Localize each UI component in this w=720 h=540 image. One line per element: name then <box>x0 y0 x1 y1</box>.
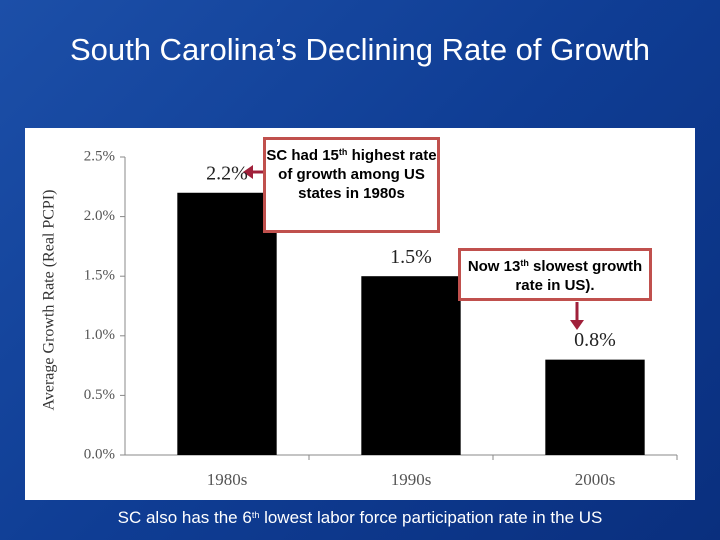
bar <box>545 359 645 455</box>
y-tick-label: 2.0% <box>84 208 115 224</box>
text: SC also has the 6 <box>117 508 252 527</box>
value-label: 2.2% <box>206 162 248 184</box>
bar <box>177 192 277 455</box>
x-tick-label: 1990s <box>391 470 432 489</box>
text: SC had 15 <box>266 147 339 164</box>
text: lowest labor force participation rate in… <box>264 508 603 527</box>
annotation: SC had 15th highest rate of growth among… <box>263 137 440 233</box>
superscript: th <box>338 147 348 157</box>
superscript: th <box>251 510 260 520</box>
text: slowest growth rate in US). <box>515 258 643 294</box>
y-tick-label: 1.0% <box>84 327 115 343</box>
footer: SC also has the 6th lowest labor force p… <box>0 508 720 528</box>
y-tick-label: 1.5% <box>84 268 115 284</box>
superscript: th <box>520 258 529 268</box>
y-tick-label: 0.5% <box>84 387 115 403</box>
text: Now 13 <box>467 258 521 275</box>
arrow-head <box>243 165 253 179</box>
value-label: 1.5% <box>390 246 432 268</box>
x-tick-label: 2000s <box>575 470 616 489</box>
y-tick-label: 2.5% <box>84 148 115 164</box>
bar <box>361 276 461 455</box>
annotation: Now 13th slowest growth rate in US). <box>458 248 652 301</box>
y-axis-label: Average Growth Rate (Real PCPI) <box>41 190 58 411</box>
slide-title: South Carolina’s Declining Rate of Growt… <box>69 32 651 67</box>
x-tick-label: 1980s <box>207 470 248 489</box>
y-tick-label: 0.0% <box>84 446 115 462</box>
value-label: 0.8% <box>574 329 616 351</box>
arrow-head <box>570 320 584 330</box>
text: highest rate of growth among US states i… <box>278 147 437 202</box>
